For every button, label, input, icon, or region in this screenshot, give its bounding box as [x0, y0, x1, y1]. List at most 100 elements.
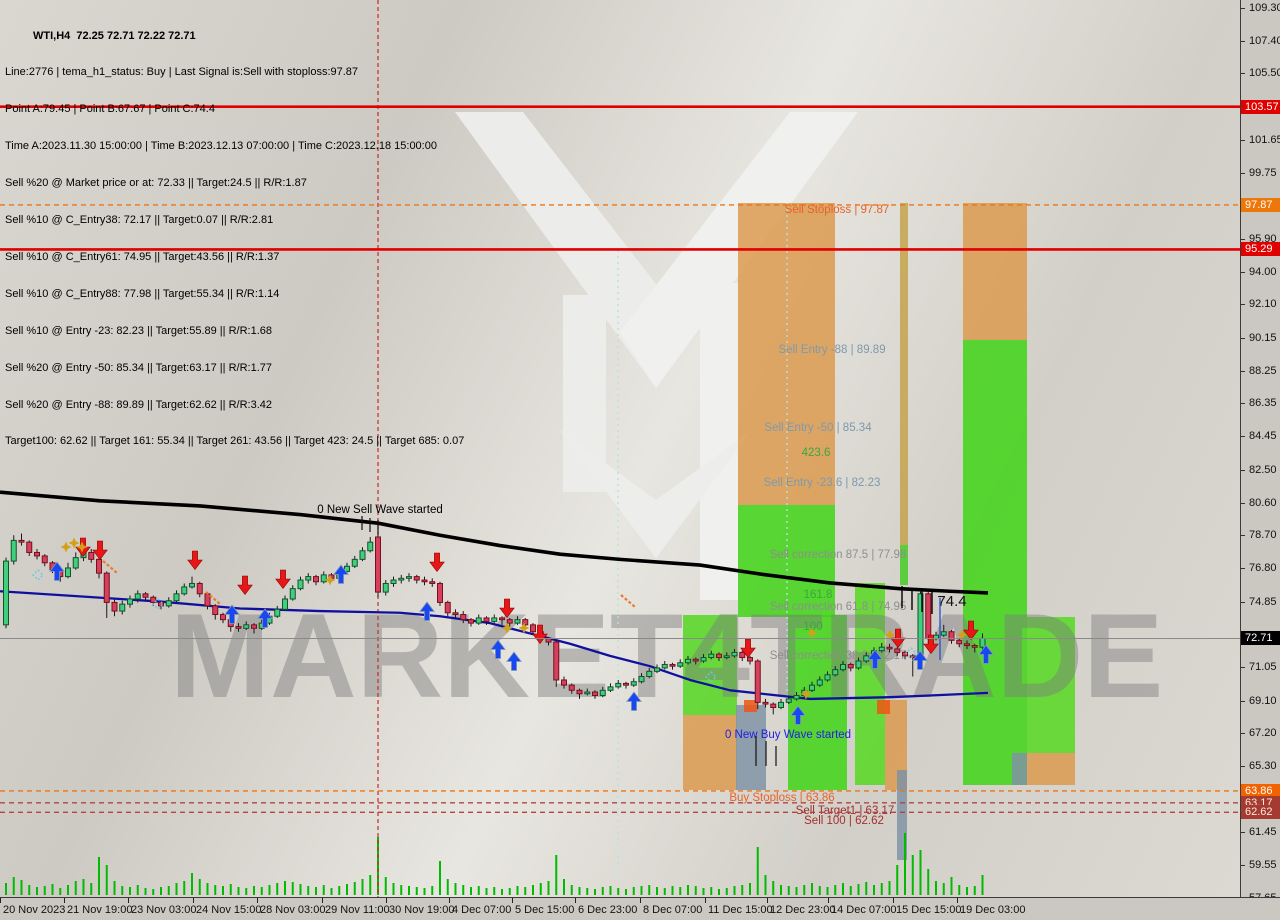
star-icon	[956, 629, 968, 641]
annotation-label: Sell 100 | 62.62	[804, 815, 884, 827]
diamond-icon	[32, 569, 44, 581]
price-tick-dash	[1241, 832, 1245, 834]
price-axis[interactable]: 109.30 107.40 105.50 101.65 99.75 95.90 94.00 9…	[1240, 0, 1280, 904]
candle-bear	[235, 626, 242, 629]
time-tick-dash	[386, 898, 387, 903]
zone-rect	[877, 700, 890, 714]
price-tick-dash	[1241, 567, 1245, 569]
star-icon	[501, 622, 513, 634]
candle-bear	[375, 536, 381, 593]
star-icon	[76, 541, 88, 553]
price-tick-label: 101.65	[1249, 133, 1280, 146]
price-tick-label: 76.80	[1249, 561, 1277, 574]
trade-zones-layer	[683, 203, 1075, 860]
candle-bear	[483, 617, 490, 622]
time-tick-dash	[322, 898, 323, 903]
chart-canvas[interactable]: MARKET4TRADE 0 New Sell Wave started 0 Ne…	[0, 0, 1240, 897]
candle-bear	[220, 613, 226, 621]
candle-bear	[530, 624, 536, 633]
candle-bull	[700, 657, 707, 662]
price-tag: 62.62	[1241, 805, 1280, 820]
price-tick-label: 69.10	[1249, 694, 1277, 707]
candle-bear	[421, 579, 428, 583]
candle-bull	[65, 567, 71, 578]
diamond-icon	[152, 598, 164, 610]
buy-arrow-icon	[911, 650, 929, 670]
price-tick-label: 95.90	[1249, 232, 1277, 245]
candle-bear	[747, 657, 753, 662]
time-tick-label: 30 Nov 19:00	[389, 904, 455, 916]
sell-entry23-line: Sell %10 @ Entry -23: 82.23 || Target:55…	[5, 324, 272, 337]
candle-bull	[320, 574, 327, 583]
time-tick-dash	[128, 898, 129, 903]
candle-bull	[289, 588, 296, 600]
time-tick-dash	[957, 898, 958, 903]
candle-bear	[739, 651, 746, 659]
candle-bear	[956, 639, 963, 645]
time-tick-label: 4 Dec 07:00	[452, 904, 512, 916]
buy-arrow-icon	[223, 604, 241, 624]
annotation-label: 100	[803, 621, 822, 633]
zone-rect	[1027, 753, 1075, 785]
time-axis[interactable]: 20 Nov 2023 21 Nov 19:00 23 Nov 03:00 24 No…	[0, 897, 1280, 920]
time-tick-dash	[64, 898, 65, 903]
diamond-icon	[905, 647, 917, 659]
buy-arrow-icon	[625, 691, 643, 711]
price-tick-dash	[1241, 337, 1245, 339]
candle-bear	[96, 558, 102, 574]
candle-bull	[878, 646, 885, 652]
time-tick-dash	[893, 898, 894, 903]
candle-bull	[127, 598, 133, 605]
price-tick-label: 80.60	[1249, 496, 1277, 509]
candle-bull	[731, 651, 738, 657]
price-tick-label: 61.45	[1249, 826, 1277, 839]
price-tick-dash	[1241, 865, 1245, 867]
price-tick-dash	[1241, 502, 1245, 504]
price-tag: 72.71	[1241, 631, 1280, 646]
candle-bear	[886, 646, 893, 650]
candle-bear	[964, 643, 970, 647]
price-tick-label: 105.50	[1249, 67, 1280, 80]
price-tick-dash	[1241, 238, 1245, 240]
buy-arrow-icon	[866, 649, 884, 669]
candle-bear	[576, 689, 583, 695]
candle-bull	[274, 608, 281, 617]
price-tick-dash	[1241, 403, 1245, 405]
zone-rect	[885, 700, 907, 790]
zone-rect	[744, 700, 757, 712]
buy-arrow-icon	[332, 564, 350, 584]
star-icon	[518, 622, 530, 634]
sell-arrow-icon	[963, 620, 979, 640]
candle-bull	[173, 593, 180, 602]
candle-bull	[654, 667, 660, 672]
candle-bull	[778, 701, 784, 709]
annotation-label: 74.4	[937, 593, 966, 610]
zone-rect	[900, 203, 908, 545]
time-tick-dash	[512, 898, 513, 903]
buy-arrow-icon	[489, 639, 507, 659]
annotation-label: Sell correction 61.8 | 74.95	[770, 601, 907, 613]
zone-rect	[897, 770, 907, 860]
candle-bear	[669, 663, 676, 667]
level-lines-layer	[0, 105, 1240, 813]
zone-rect	[736, 705, 766, 790]
price-tick-label: 92.10	[1249, 298, 1277, 311]
candle-bull	[382, 582, 389, 593]
times-line: Time A:2023.11.30 15:00:00 | Time B:2023…	[5, 140, 437, 153]
time-tick-label: 21 Nov 19:00	[67, 904, 133, 916]
candle-bull	[390, 579, 397, 584]
candle-bear	[18, 539, 25, 543]
candle-bear	[468, 619, 474, 624]
candle-bull	[351, 558, 358, 567]
candle-bull	[3, 560, 9, 626]
candle-bull	[661, 663, 668, 669]
zone-rect	[788, 615, 847, 790]
sell-arrow-icon	[923, 634, 939, 654]
diamond-icon	[705, 671, 717, 683]
candle-bear	[847, 663, 854, 669]
candle-bull	[243, 624, 250, 629]
price-tick-label: 86.35	[1249, 397, 1277, 410]
price-tick-label: 59.55	[1249, 859, 1277, 872]
candle-bull	[638, 676, 645, 683]
